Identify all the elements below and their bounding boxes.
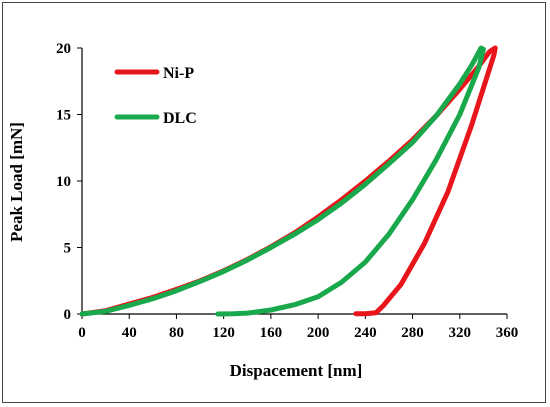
legend-label-dlc: DLC — [163, 110, 197, 127]
x-tick-label: 360 — [496, 325, 519, 341]
tick-labels: 0 40 80 120 160 200 240 280 320 360 0 5 10 15 20 — [56, 41, 518, 341]
y-axis-title: Peak Load [mN] — [7, 122, 26, 242]
axes — [77, 47, 508, 319]
series-line-dlc — [79, 45, 486, 317]
x-axis-title: Dispacement [nm] — [230, 361, 363, 380]
y-tick-label: 0 — [64, 307, 72, 323]
x-tick-label: 80 — [169, 325, 184, 341]
series-layer — [79, 45, 498, 317]
x-tick-label: 120 — [212, 325, 235, 341]
y-tick-label: 20 — [56, 41, 71, 57]
x-tick-label: 200 — [307, 325, 330, 341]
chart-frame — [2, 2, 546, 403]
x-tick-label: 0 — [78, 325, 86, 341]
x-tick-label: 40 — [122, 325, 137, 341]
x-tick-label: 280 — [401, 325, 424, 341]
y-tick-label: 15 — [56, 108, 71, 124]
legend-label-ni-p: Ni-P — [163, 65, 194, 82]
x-tick-label: 320 — [449, 325, 472, 341]
x-tick-label: 240 — [354, 325, 377, 341]
y-tick-label: 10 — [56, 174, 71, 190]
legend: Ni-P DLC — [114, 65, 197, 127]
y-tick-label: 5 — [64, 241, 72, 257]
series-line-ni-p — [79, 45, 498, 317]
x-tick-label: 160 — [260, 325, 283, 341]
